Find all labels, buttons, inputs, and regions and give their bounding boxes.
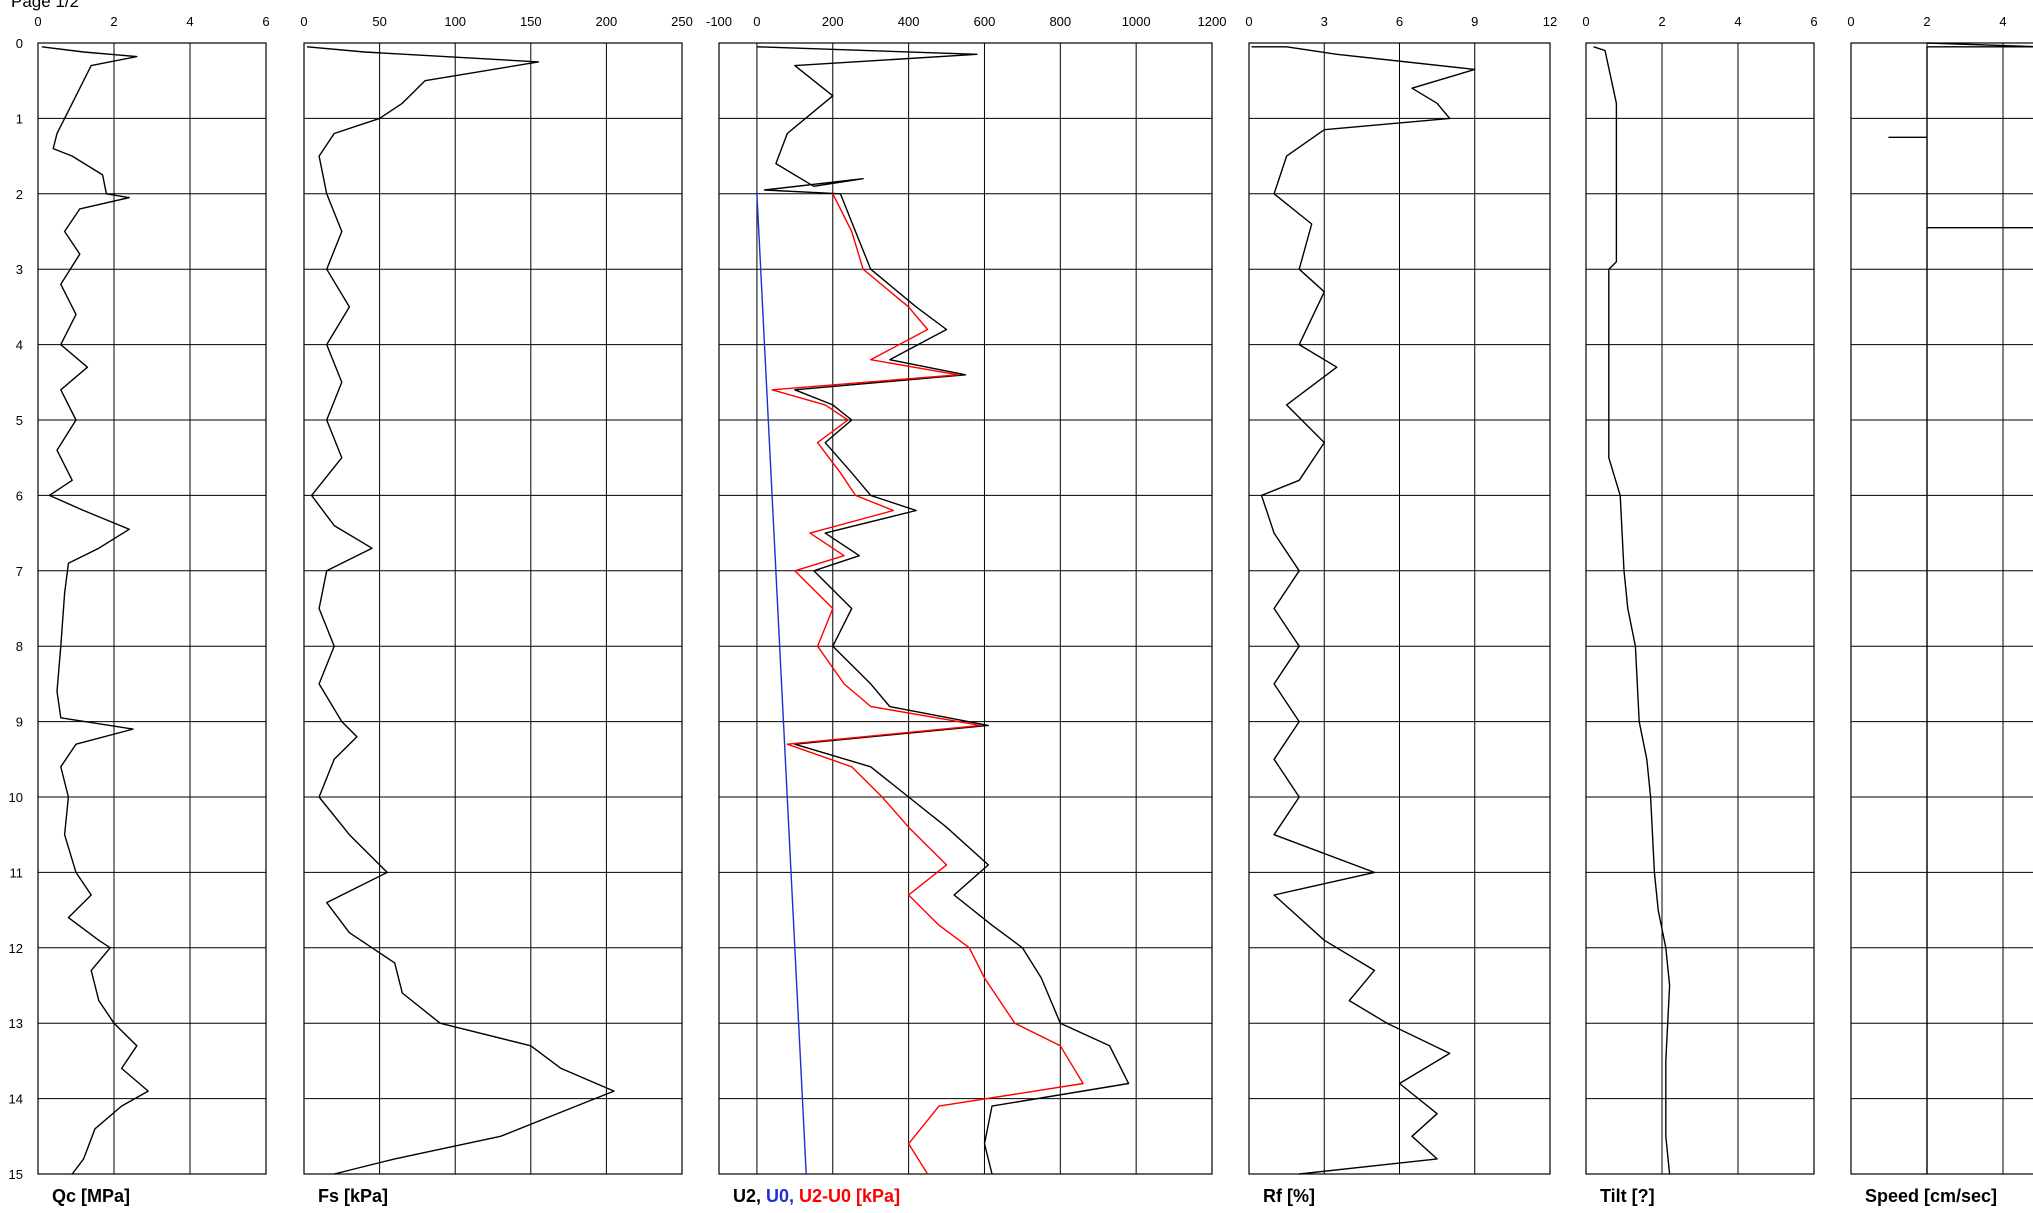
- y-tick-label: 14: [9, 1092, 23, 1107]
- y-tick-label: 11: [10, 865, 24, 880]
- panel-frame: [718, 42, 1213, 1175]
- x-tick-label: 6: [1396, 14, 1403, 29]
- series-line-tilt-0: [1593, 46, 1671, 1175]
- y-tick-label: 8: [16, 639, 23, 654]
- panel-speed: 0 2 4 Speed [cm/sec]: [1847, 14, 2033, 1206]
- x-tick-label: 6: [1810, 14, 1817, 29]
- axis-label-tilt: Tilt [?]: [1600, 1186, 1655, 1206]
- panel-frame: [1850, 42, 2033, 1175]
- x-tick-label: 200: [822, 14, 844, 29]
- y-tick-label: 3: [16, 262, 23, 277]
- axis-label-speed: Speed [cm/sec]: [1865, 1186, 1997, 1206]
- x-tick-label: 12: [1543, 14, 1557, 29]
- axis-label-pore: U2, U0, U2-U0 [kPa]: [733, 1186, 900, 1206]
- panel-pore: -100 0 200 400 600 800 1000 1200 U2, U0, U2-U0 […: [706, 14, 1226, 1206]
- y-tick-label: 7: [16, 564, 23, 579]
- y-tick-label: 2: [16, 187, 23, 202]
- axis-label-part: U2-U0 [kPa]: [794, 1186, 900, 1206]
- axis-label-part: U0,: [761, 1186, 794, 1206]
- x-tick-label: 2: [110, 14, 117, 29]
- x-tick-label: 200: [596, 14, 618, 29]
- y-tick-label: 0: [16, 36, 23, 51]
- x-tick-label: 150: [520, 14, 542, 29]
- y-tick-label: 13: [9, 1016, 23, 1031]
- y-tick-label: 5: [16, 413, 23, 428]
- x-tick-label: 1200: [1198, 14, 1227, 29]
- axis-label-qc: Qc [MPa]: [52, 1186, 130, 1206]
- x-tick-label: 4: [1734, 14, 1741, 29]
- panel-tilt: 0 2 4 6 Tilt [?]: [1582, 14, 1817, 1206]
- x-tick-label: 1000: [1122, 14, 1151, 29]
- y-tick-label: 12: [9, 941, 23, 956]
- panel-fs: 0 50 100 150 200 250 Fs [kPa]: [300, 14, 692, 1206]
- panel-frame: [303, 42, 683, 1175]
- series-line-pore-2: [771, 193, 1084, 1175]
- x-tick-label: 0: [34, 14, 41, 29]
- x-tick-label: 4: [1999, 14, 2006, 29]
- series-line-pore-1: [756, 193, 807, 1175]
- panel-rf: 0 3 6 9 12 Rf [%]: [1245, 14, 1557, 1206]
- panel-frame: [1585, 42, 1815, 1175]
- x-tick-label: 0: [1582, 14, 1589, 29]
- series-line-speed-0: [1888, 42, 2033, 1174]
- series-line-rf-0: [1251, 46, 1476, 1175]
- x-tick-label: 600: [974, 14, 996, 29]
- series-line-pore-0: [756, 46, 1130, 1175]
- x-tick-label: 4: [186, 14, 193, 29]
- series-line-fs-0: [306, 46, 615, 1175]
- panel-frame: [37, 42, 267, 1175]
- series-line-qc-0: [41, 46, 149, 1175]
- page-label: Page 1/2: [11, 0, 80, 11]
- x-tick-label: 100: [444, 14, 466, 29]
- x-tick-label: 2: [1658, 14, 1665, 29]
- panel-frame: [1248, 42, 1551, 1175]
- x-tick-label: 50: [372, 14, 386, 29]
- y-tick-label: 1: [16, 111, 23, 126]
- y-tick-label: 15: [9, 1167, 23, 1182]
- axis-label-part: U2,: [733, 1186, 761, 1206]
- x-tick-label: 800: [1049, 14, 1071, 29]
- x-tick-label: 0: [1245, 14, 1252, 29]
- x-tick-label: -100: [706, 14, 732, 29]
- y-tick-label: 9: [16, 715, 23, 730]
- x-tick-label: 400: [898, 14, 920, 29]
- y-tick-label: 6: [16, 488, 23, 503]
- x-tick-label: 0: [753, 14, 760, 29]
- y-tick-label: 4: [16, 338, 23, 353]
- x-tick-label: 9: [1471, 14, 1478, 29]
- x-tick-label: 6: [262, 14, 269, 29]
- axis-label-fs: Fs [kPa]: [318, 1186, 388, 1206]
- x-tick-label: 0: [300, 14, 307, 29]
- x-tick-label: 250: [671, 14, 693, 29]
- x-tick-label: 3: [1321, 14, 1328, 29]
- x-tick-label: 0: [1847, 14, 1854, 29]
- axis-label-rf: Rf [%]: [1263, 1186, 1315, 1206]
- x-tick-label: 2: [1923, 14, 1930, 29]
- y-tick-label: 10: [9, 790, 23, 805]
